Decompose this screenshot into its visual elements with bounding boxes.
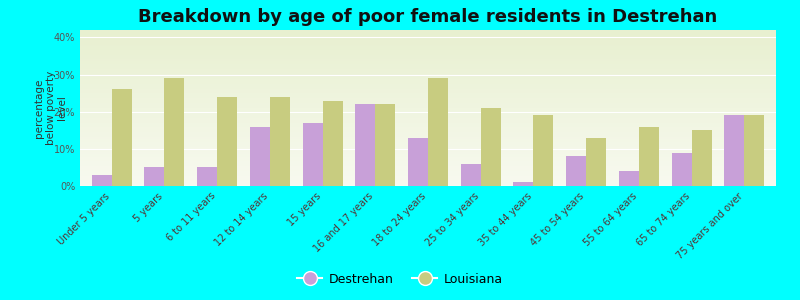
Bar <box>586 138 606 186</box>
Bar <box>619 171 639 186</box>
Bar <box>692 130 712 186</box>
Bar <box>514 182 534 186</box>
Bar <box>428 78 448 186</box>
Bar <box>375 104 395 186</box>
Bar <box>566 156 586 186</box>
Bar <box>302 123 322 186</box>
Bar <box>481 108 501 186</box>
Bar <box>639 127 659 186</box>
Bar <box>197 167 217 186</box>
Legend: Destrehan, Louisiana: Destrehan, Louisiana <box>292 268 508 291</box>
Bar <box>355 104 375 186</box>
Bar <box>250 127 270 186</box>
Bar <box>744 116 765 186</box>
Bar <box>408 138 428 186</box>
Bar <box>534 116 554 186</box>
Bar <box>270 97 290 186</box>
Bar <box>144 167 164 186</box>
Bar <box>672 153 692 186</box>
Bar <box>461 164 481 186</box>
Bar <box>164 78 184 186</box>
Bar <box>92 175 112 186</box>
Y-axis label: percentage
below poverty
level: percentage below poverty level <box>34 71 67 145</box>
Bar <box>322 100 342 186</box>
Bar <box>217 97 237 186</box>
Bar <box>724 116 744 186</box>
Bar <box>112 89 132 186</box>
Title: Breakdown by age of poor female residents in Destrehan: Breakdown by age of poor female resident… <box>138 8 718 26</box>
